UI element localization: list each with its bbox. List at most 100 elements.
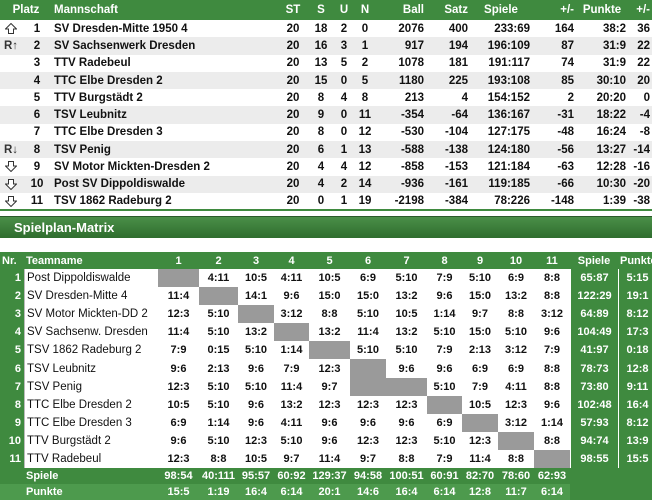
matrix-header-col-5[interactable]: 5 (309, 252, 350, 269)
match-result-cell[interactable]: 7:9 (158, 341, 199, 360)
match-result-cell[interactable]: 5:10 (462, 269, 498, 288)
match-result-cell[interactable]: 5:10 (386, 269, 427, 288)
match-result-cell[interactable]: 5:10 (350, 305, 386, 324)
match-result-cell[interactable]: 12:3 (386, 395, 427, 414)
match-result-cell[interactable]: 10:5 (158, 395, 199, 414)
match-result-cell[interactable]: 5:10 (238, 377, 274, 396)
team-name[interactable]: SV Sachsenwerk Dresden (52, 37, 278, 55)
match-result-cell[interactable]: 5:10 (498, 323, 534, 342)
matrix-header-col-4[interactable]: 4 (274, 252, 309, 269)
match-result-cell[interactable]: 5:10 (350, 341, 386, 360)
match-result-cell[interactable]: 6:9 (498, 359, 534, 378)
match-result-cell[interactable]: 2:13 (462, 341, 498, 360)
match-result-cell[interactable]: 12:3 (350, 395, 386, 414)
matrix-team-name[interactable]: SV Sachsenw. Dresden (24, 323, 158, 342)
match-result-cell[interactable]: 4:11 (274, 269, 309, 288)
match-result-cell[interactable]: 11:4 (274, 377, 309, 396)
match-result-cell[interactable]: 3:12 (274, 305, 309, 324)
standings-row[interactable]: 4 TTC Elbe Dresden 2 20 15 0 5 1180 225 193:108 8… (0, 71, 652, 90)
matrix-team-name[interactable]: TTV Radebeul (24, 449, 158, 469)
match-result-cell[interactable]: 3:12 (534, 305, 570, 324)
match-result-cell[interactable]: 15:0 (350, 287, 386, 306)
header-pdiff[interactable]: +/- (628, 0, 652, 20)
team-name[interactable]: TTV Burgstädt 2 (52, 89, 278, 107)
match-result-cell[interactable]: 11:4 (309, 449, 350, 469)
matrix-header-punkte[interactable]: Punkte (618, 252, 652, 269)
match-result-cell[interactable]: 8:8 (534, 269, 570, 288)
header-st[interactable]: ST (278, 0, 308, 20)
match-result-cell[interactable]: 12:3 (158, 377, 199, 396)
match-result-cell[interactable]: 12:3 (462, 431, 498, 450)
match-result-cell[interactable]: 1:14 (534, 413, 570, 432)
match-result-cell[interactable]: 15:0 (309, 287, 350, 306)
match-result-cell[interactable]: 5:10 (199, 395, 238, 414)
match-result-cell[interactable]: 12:3 (158, 449, 199, 469)
team-name[interactable]: SV Dresden-Mitte 1950 4 (52, 20, 278, 38)
match-result-cell[interactable]: 9:6 (238, 395, 274, 414)
match-result-cell[interactable]: 11:4 (158, 287, 199, 306)
matrix-team-name[interactable]: TTC Elbe Dresden 3 (24, 413, 158, 432)
header-mannschaft[interactable]: Mannschaft (52, 0, 278, 20)
match-result-cell[interactable]: 6:9 (462, 359, 498, 378)
match-result-cell[interactable]: 6:9 (427, 413, 462, 432)
matrix-header-col-7[interactable]: 7 (386, 252, 427, 269)
match-result-cell[interactable]: 12:3 (498, 395, 534, 414)
matrix-team-name[interactable]: SV Dresden-Mitte 4 (24, 287, 158, 306)
standings-row[interactable]: R↓ 8 TSV Penig 20 6 1 13 -588 -138 124:180 -56 13:2… (0, 141, 652, 159)
matrix-header-col-8[interactable]: 8 (427, 252, 462, 269)
match-result-cell[interactable]: 9:6 (386, 359, 427, 378)
match-result-cell[interactable]: 9:6 (534, 395, 570, 414)
match-result-cell[interactable]: 8:8 (534, 377, 570, 396)
match-result-cell[interactable]: 13:2 (498, 287, 534, 306)
matrix-header-col-1[interactable]: 1 (158, 252, 199, 269)
team-name[interactable]: TTC Elbe Dresden 2 (52, 71, 278, 90)
standings-row[interactable]: 10 Post SV Dippoldiswalde 20 4 2 14 -936 -161 11… (0, 175, 652, 193)
standings-row[interactable]: 11 TSV 1862 Radeburg 2 20 0 1 19 -2198 -384 78:2… (0, 192, 652, 212)
standings-row[interactable]: 5 TTV Burgstädt 2 20 8 4 8 213 4 154:152 2 20:20 0 (0, 89, 652, 107)
match-result-cell[interactable]: 1:14 (199, 413, 238, 432)
match-result-cell[interactable]: 7:9 (462, 377, 498, 396)
match-result-cell[interactable]: 9:6 (534, 323, 570, 342)
match-result-cell[interactable]: 12:3 (158, 305, 199, 324)
matrix-team-name[interactable]: TTV Burgstädt 2 (24, 431, 158, 450)
match-result-cell[interactable]: 7:9 (427, 341, 462, 360)
header-n[interactable]: N (354, 0, 376, 20)
match-result-cell[interactable]: 9:7 (462, 305, 498, 324)
matrix-team-name[interactable]: TSV Penig (24, 377, 158, 396)
match-result-cell[interactable]: 10:5 (386, 305, 427, 324)
matrix-header-col-2[interactable]: 2 (199, 252, 238, 269)
team-name[interactable]: TSV Leubnitz (52, 106, 278, 124)
match-result-cell[interactable]: 7:9 (427, 269, 462, 288)
header-s[interactable]: S (308, 0, 334, 20)
match-result-cell[interactable]: 8:8 (534, 431, 570, 450)
standings-row[interactable]: 9 SV Motor Mickten-Dresden 2 20 4 4 12 -858 -15… (0, 158, 652, 176)
header-u[interactable]: U (334, 0, 354, 20)
match-result-cell[interactable]: 12:3 (350, 431, 386, 450)
match-result-cell[interactable]: 8:8 (498, 449, 534, 469)
match-result-cell[interactable]: 9:6 (158, 431, 199, 450)
standings-row[interactable]: R↑ 2 SV Sachsenwerk Dresden 20 16 3 1 917 194 196… (0, 37, 652, 55)
match-result-cell[interactable]: 9:6 (238, 359, 274, 378)
team-name[interactable]: TTC Elbe Dresden 3 (52, 123, 278, 142)
match-result-cell[interactable]: 5:10 (238, 341, 274, 360)
match-result-cell[interactable]: 5:10 (427, 323, 462, 342)
header-ball[interactable]: Ball (376, 0, 426, 20)
matrix-header-spiele[interactable]: Spiele (570, 252, 618, 269)
matrix-header-nr[interactable]: Nr. (0, 252, 24, 269)
matrix-header-col-6[interactable]: 6 (350, 252, 386, 269)
match-result-cell[interactable]: 10:5 (238, 449, 274, 469)
header-platz[interactable]: Platz (0, 0, 52, 20)
match-result-cell[interactable]: 6:9 (498, 269, 534, 288)
match-result-cell[interactable]: 5:10 (386, 341, 427, 360)
team-name[interactable]: TSV Penig (52, 141, 278, 159)
match-result-cell[interactable]: 8:8 (309, 305, 350, 324)
standings-row[interactable]: 7 TTC Elbe Dresden 3 20 8 0 12 -530 -104 127:175… (0, 123, 652, 142)
match-result-cell[interactable]: 5:10 (199, 431, 238, 450)
matrix-header-col-9[interactable]: 9 (462, 252, 498, 269)
match-result-cell[interactable]: 13:2 (386, 323, 427, 342)
match-result-cell[interactable]: 11:4 (350, 323, 386, 342)
match-result-cell[interactable]: 9:6 (386, 413, 427, 432)
match-result-cell[interactable]: 3:12 (498, 413, 534, 432)
header-spiele[interactable]: Spiele (470, 0, 532, 20)
matrix-team-name[interactable]: TTC Elbe Dresden 2 (24, 395, 158, 414)
